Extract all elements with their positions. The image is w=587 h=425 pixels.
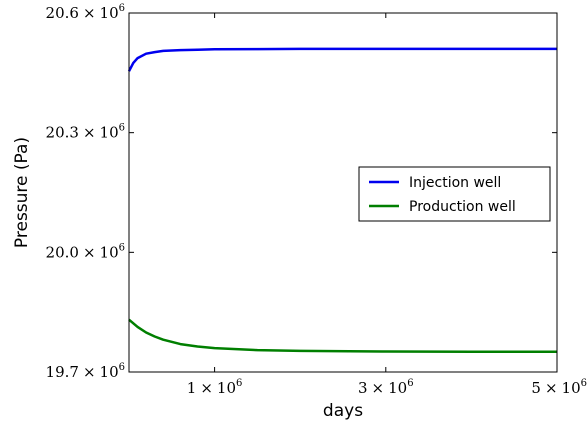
y-tick-label: 20.0 × 106	[46, 242, 125, 261]
legend-entry: Production well	[409, 199, 516, 215]
plot-frame	[128, 12, 558, 373]
legend-box	[358, 166, 551, 222]
y-axis-label: Pressure (Pa)	[12, 137, 32, 248]
x-tick-label: 3 × 106	[358, 378, 414, 397]
x-tick-label: 1 × 106	[187, 378, 243, 397]
tick-labels: 1 × 106 3 × 106 5 × 106 19.7 × 106 20.0 × 106 20.3 × 106 2…	[46, 3, 587, 397]
x-axis-label: days	[323, 401, 363, 421]
series-line-1	[128, 318, 557, 353]
y-tick-label: 20.6 × 106	[46, 3, 125, 22]
legend-entry: Injection well	[409, 175, 501, 191]
series-lines	[127, 47, 557, 353]
legend: Injection well Production well	[358, 166, 551, 222]
series-line-0	[127, 47, 557, 72]
x-tick-label: 5 × 106	[531, 378, 587, 397]
y-tick-label: 20.3 × 106	[46, 123, 125, 142]
y-tick-label: 19.7 × 106	[46, 362, 125, 381]
